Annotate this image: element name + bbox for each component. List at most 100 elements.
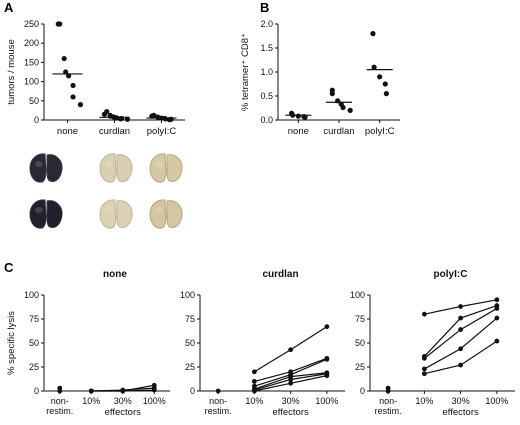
data-point <box>215 388 221 394</box>
y-tick-label: 50 <box>185 338 195 348</box>
lysis-panel-title: curdlan <box>262 269 298 280</box>
lung-lobe-right <box>116 200 133 228</box>
lysis-panel-0: 0 25 50 75 100 none non-restim. 10% 30% 100%effec… <box>24 269 170 418</box>
chart-tumors-per-mouse: 0 50 100 150 200 250 tumors / mouse none curdlan… <box>6 19 185 137</box>
x-axis-label: effectors <box>272 407 309 418</box>
x-axis-label: effectors <box>442 407 479 418</box>
y-tick-label: 100 <box>24 77 39 87</box>
x-tick-label: 100% <box>315 396 338 406</box>
y-tick-label: 100 <box>24 290 39 300</box>
x-tick-label: 10% <box>415 396 433 406</box>
series-line <box>424 340 498 375</box>
y-tick-label: 1.5 <box>260 43 273 53</box>
lung-photo <box>26 150 66 186</box>
lung-photo <box>146 150 186 186</box>
lung-lobe-right <box>116 154 133 182</box>
data-point <box>458 362 464 368</box>
panel-letter-c: C <box>4 260 14 275</box>
x-tick-label: curdlan <box>99 126 130 137</box>
x-tick-label: polyI:C <box>147 126 177 137</box>
lung-lobe-right <box>46 200 63 228</box>
data-point <box>295 113 301 119</box>
y-tick-label: 0 <box>34 386 39 396</box>
lung-photo <box>96 150 136 186</box>
x-tick-label: polyI:C <box>365 126 395 137</box>
x-tick-label: non- <box>379 396 397 406</box>
data-point <box>70 82 76 89</box>
lung-image <box>99 153 133 183</box>
lysis-panel-title: none <box>103 269 127 280</box>
lung-highlight <box>105 161 113 167</box>
x-axis-label: effectors <box>105 407 142 418</box>
data-point <box>61 55 67 62</box>
x-tick-label: 30% <box>452 396 470 406</box>
y-tick-label: 200 <box>24 38 39 48</box>
x-tick-label: 100% <box>143 396 166 406</box>
x-tick-label: none <box>288 126 309 137</box>
lung-lobe-right <box>166 200 183 228</box>
data-point <box>458 315 464 321</box>
data-point <box>340 104 346 111</box>
lung-photo <box>26 196 66 232</box>
data-point <box>324 373 330 379</box>
lung-photo <box>96 196 136 232</box>
y-tick-label: 100 <box>180 290 195 300</box>
y-tick-label: 2.0 <box>260 19 273 29</box>
data-point <box>66 73 72 79</box>
chart-tetramer-cd8: 0.0 0.5 1.0 1.5 2.0 % tetramer⁺ CD8⁺ none curdl… <box>240 19 400 137</box>
data-point <box>458 304 464 309</box>
data-point <box>63 69 69 75</box>
data-point <box>149 113 155 119</box>
y-tick-label: 25 <box>355 362 365 372</box>
data-point <box>385 388 391 394</box>
data-point <box>288 347 294 353</box>
y-tick-label: 1.0 <box>260 67 273 77</box>
x-tick-label: 30% <box>282 396 300 406</box>
y-tick-label: 75 <box>355 314 365 324</box>
y-tick-label: 25 <box>29 362 39 372</box>
x-tick-label: 30% <box>114 396 132 406</box>
x-tick-label: none <box>57 126 78 137</box>
lung-image <box>29 153 63 183</box>
data-point <box>251 379 257 384</box>
data-point <box>377 74 383 80</box>
data-point <box>55 21 61 27</box>
data-point <box>421 311 427 317</box>
x-tick-label: 10% <box>82 396 100 406</box>
x-tick-label: restim. <box>375 406 402 416</box>
data-point <box>347 107 353 113</box>
lysis-panel-2: 0 25 50 75 100 polyI:C non-restim. 10% 30% 100% ef… <box>350 269 515 418</box>
data-point <box>421 371 427 377</box>
y-tick-label: 0 <box>190 386 195 396</box>
lung-highlight <box>155 161 163 167</box>
panel-letter-a: A <box>4 0 14 15</box>
data-point <box>70 94 76 100</box>
data-point <box>494 306 500 311</box>
lung-lobe-left <box>29 199 47 229</box>
lung-highlight <box>35 207 43 213</box>
y-tick-label: 50 <box>355 338 365 348</box>
lung-image <box>29 199 63 229</box>
data-point <box>458 327 464 332</box>
data-point <box>494 297 500 303</box>
y-axis-label: tumors / mouse <box>6 39 17 104</box>
y-tick-label: 100 <box>350 290 365 300</box>
data-point <box>288 380 294 386</box>
x-tick-label: non- <box>209 396 227 406</box>
lung-lobe-right <box>166 154 183 182</box>
lung-highlight <box>155 207 163 213</box>
y-tick-label: 50 <box>29 338 39 348</box>
data-point <box>324 356 330 362</box>
lung-lobe-right <box>46 154 63 182</box>
y-axis-label: % specific lysis <box>6 311 17 375</box>
data-point <box>494 315 500 321</box>
y-tick-label: 0 <box>34 115 39 125</box>
data-point <box>251 388 257 394</box>
lung-highlight <box>35 161 43 167</box>
y-tick-label: 0.5 <box>260 91 273 101</box>
panel-letter-b: B <box>260 0 269 15</box>
y-tick-label: 150 <box>24 57 39 67</box>
lung-lobe-left <box>149 153 167 183</box>
